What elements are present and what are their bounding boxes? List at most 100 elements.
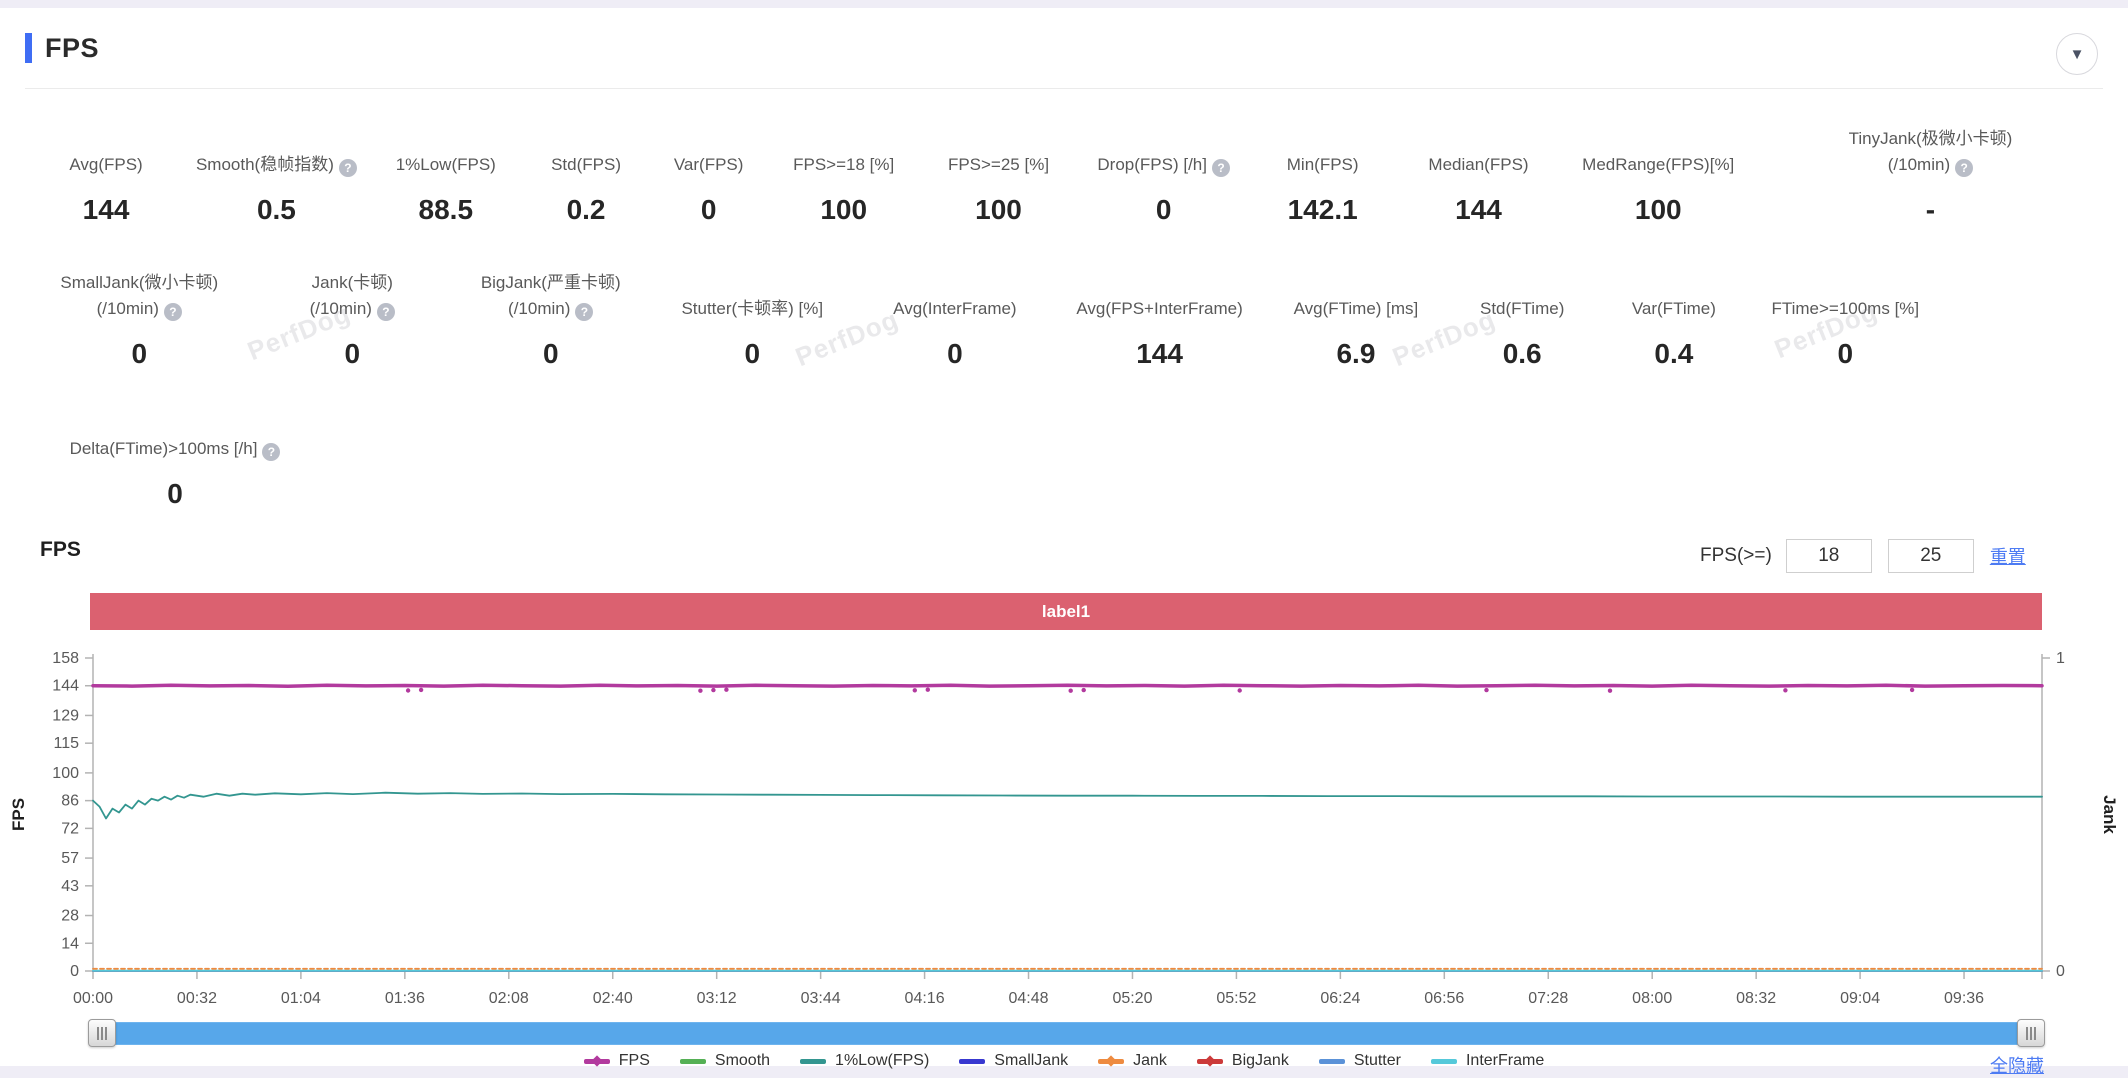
stat-value: 100 [1634,194,1682,225]
hide-all-link[interactable]: 全隐藏 [1990,1056,2044,1076]
help-icon[interactable]: ? [575,303,594,321]
svg-text:115: 115 [53,735,79,752]
svg-text:1: 1 [2056,650,2065,667]
legend-item-stutter[interactable]: Stutter [1318,1052,1401,1070]
legend-label: SmallJank [994,1052,1069,1069]
stat-item: Median(FPS) 144 [1399,126,1559,226]
stat-item: Delta(FTime)>100ms [/h]? 0 [25,410,325,510]
stat-label: Stutter(卡顿率) [%] [681,270,823,322]
svg-text:06:24: 06:24 [1320,990,1360,1007]
stat-item: Std(FTime) 0.6 [1448,270,1596,370]
help-icon[interactable]: ? [376,303,395,321]
legend-swatch [583,1055,610,1067]
chart-range-scrollbar[interactable] [88,1018,2045,1048]
svg-text:Jank: Jank [2100,795,2119,834]
stat-label-line: 1%Low(FPS) [395,155,496,174]
svg-text:04:48: 04:48 [1008,990,1048,1007]
diamond-marker-icon [591,1055,603,1067]
legend-swatch [1196,1055,1223,1067]
svg-text:09:04: 09:04 [1840,990,1880,1007]
svg-text:01:04: 01:04 [281,990,321,1007]
stat-item: FPS>=25 [%] 100 [916,126,1080,226]
help-icon[interactable]: ? [163,303,182,321]
collapse-panel-button[interactable]: ▼ [2056,33,2098,75]
stat-item: Avg(FPS) 144 [25,126,187,226]
help-icon[interactable]: ? [1211,159,1230,177]
svg-text:28: 28 [61,908,79,925]
stat-value: 6.9 [1336,338,1376,369]
help-icon[interactable]: ? [262,443,281,461]
stat-item: Avg(InterFrame) 0 [854,270,1056,370]
legend-label: Stutter [1353,1052,1401,1069]
stat-item: MedRange(FPS)[%] 100 [1559,126,1758,226]
stat-label: Delta(FTime)>100ms [/h]? [70,410,281,462]
stat-label: 1%Low(FPS) [396,126,496,178]
help-icon[interactable]: ? [338,159,357,177]
threshold-input-1[interactable] [1785,539,1872,573]
stat-label-line: Avg(InterFrame) [893,299,1017,318]
svg-text:05:20: 05:20 [1112,990,1152,1007]
stat-label-line: MedRange(FPS)[%] [1582,155,1735,174]
stat-label-line: Drop(FPS) [/h]? [1097,152,1230,178]
stat-value: 0 [700,194,717,225]
svg-text:43: 43 [61,878,79,895]
fps-chart-svg[interactable]: 0 14 28 43 57 72 86 100 115 129 144 158 0 1 00:00 00:32… [0,638,2128,1018]
legend-label: FPS [618,1052,650,1069]
svg-text:04:16: 04:16 [905,990,945,1007]
legend-label: 1%Low(FPS) [835,1052,930,1069]
stat-label-line: (/10min)? [310,296,395,322]
svg-text:144: 144 [52,678,79,695]
header-divider [25,88,2103,89]
stat-item: Stutter(卡顿率) [%] 0 [650,270,854,370]
stat-label: Drop(FPS) [/h]? [1097,126,1230,178]
legend-item-smalljank[interactable]: SmallJank [959,1052,1068,1070]
stat-label: MedRange(FPS)[%] [1582,126,1734,178]
stat-value: 0.2 [566,194,606,225]
stat-label: Smooth(稳帧指数)? [196,126,357,178]
svg-text:100: 100 [52,765,79,782]
stat-label-line: FTime>=100ms [%] [1771,299,1920,318]
stat-value: 0 [744,338,761,369]
stat-item: Jank(卡顿) (/10min)? 0 [254,270,451,370]
stat-label: Avg(FPS+InterFrame) [1076,270,1242,322]
diamond-marker-icon [1204,1055,1216,1067]
scrollbar-right-handle[interactable] [2017,1019,2045,1047]
stat-value: 144 [82,194,130,225]
legend-item-bigjank[interactable]: BigJank [1196,1052,1289,1070]
legend-item-fps[interactable]: FPS [583,1052,650,1070]
legend-item-jank[interactable]: Jank [1098,1052,1167,1070]
stat-value: 0 [542,338,559,369]
stat-label-line: Var(FTime) [1631,299,1716,318]
legend-item-1-low-fps-[interactable]: 1%Low(FPS) [800,1052,929,1070]
threshold-input-2[interactable] [1887,539,1974,573]
scrollbar-left-handle[interactable] [88,1019,116,1047]
scrollbar-track[interactable] [94,1022,2039,1045]
legend-swatch [1318,1058,1345,1064]
svg-text:08:32: 08:32 [1736,990,1776,1007]
reset-link[interactable]: 重置 [1989,547,2026,567]
stat-value: 0 [131,338,148,369]
stat-value: 100 [820,194,868,225]
stat-label-line: TinyJank(极微小卡顿) [1848,129,2013,148]
svg-text:14: 14 [61,935,79,952]
legend-item-interframe[interactable]: InterFrame [1430,1052,1544,1070]
stat-value: 0 [947,338,963,369]
stat-label-line: Smooth(稳帧指数)? [196,152,357,178]
svg-text:0: 0 [70,963,79,980]
stat-value: 0 [1155,194,1172,225]
stat-label: SmallJank(微小卡顿) (/10min)? [60,270,218,322]
stat-item: FTime>=100ms [%] 0 [1752,270,1939,370]
stat-item: Smooth(稳帧指数)? 0.5 [187,126,366,226]
svg-text:57: 57 [61,850,79,867]
svg-text:0: 0 [2056,963,2065,980]
chevron-down-icon: ▼ [2069,45,2085,63]
stat-item: Min(FPS) 142.1 [1247,126,1399,226]
stat-label: Min(FPS) [1287,126,1359,178]
stat-label-line: Avg(FPS+InterFrame) [1076,299,1243,318]
stat-label-line: Std(FTime) [1479,299,1565,318]
help-icon[interactable]: ? [1955,159,1974,177]
legend-swatch [679,1058,706,1064]
legend-item-smooth[interactable]: Smooth [679,1052,770,1070]
stat-item: BigJank(严重卡顿) (/10min)? 0 [451,270,650,370]
svg-text:08:00: 08:00 [1632,990,1672,1007]
